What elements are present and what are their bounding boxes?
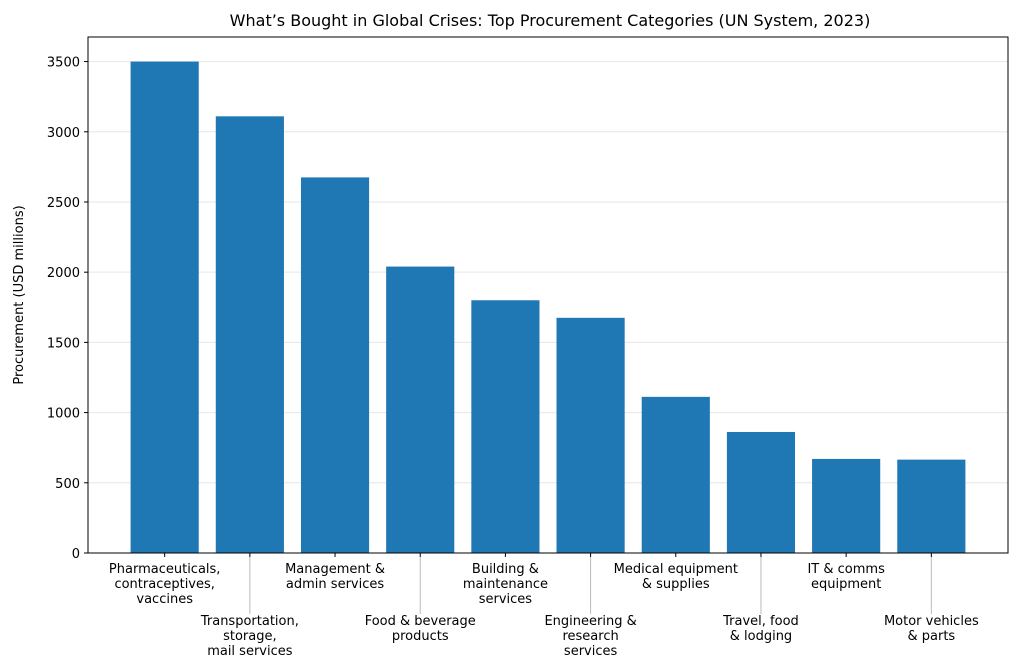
bar [130,61,199,553]
bar [726,431,796,553]
x-tick-label-line: Engineering & [544,614,636,629]
bar [471,300,540,553]
y-tick-label: 3500 [47,56,80,71]
bar [641,396,710,553]
bars [130,61,966,554]
bar [556,317,625,553]
bar [897,459,966,553]
x-tick-label: Management &admin services [285,562,385,592]
y-tick-label: 2500 [47,196,80,211]
x-tick-label: Travel, food& lodging [722,614,799,644]
x-tick-label-line: Motor vehicles [884,614,979,629]
bar [386,266,455,553]
x-tick-label-line: vaccines [136,592,193,607]
x-tick-label-line: mail services [207,644,293,659]
x-tick-label-line: Pharmaceuticals, [109,562,221,577]
bar [215,116,284,553]
plot-frame [87,36,1009,554]
y-tick-label: 500 [55,477,80,492]
y-tick-label: 1000 [47,407,80,422]
x-tick-label-line: & supplies [642,577,710,592]
x-tick-label-line: research [562,629,618,644]
x-tick-label: Medical equipment& supplies [614,562,738,592]
x-tick-label-line: Building & [472,562,539,577]
x-tick-label-line: equipment [811,577,881,592]
y-tick-label: 3000 [47,126,80,141]
x-tick-label-line: Travel, food [722,614,799,629]
x-tick-label: Motor vehicles& parts [884,614,979,644]
x-tick-label-line: admin services [286,577,384,592]
x-tick-label: Transportation,storage,mail services [200,614,299,659]
x-tick-label-line: products [392,629,449,644]
x-tick-label: Pharmaceuticals,contraceptives,vaccines [109,562,221,607]
x-tick-label-line: contraceptives, [114,577,214,592]
y-axis-ticks: 0 500 1000 1500 2000 2500 3000 3500 [47,56,88,562]
x-tick-label-line: & lodging [730,629,792,644]
y-tick-label: 1500 [47,336,80,351]
x-tick-label-line: Food & beverage [365,614,476,629]
y-axis-label: Procurement (USD millions) [12,205,27,384]
y-tick-label: 0 [72,547,80,562]
x-tick-label-line: IT & comms [807,562,885,577]
y-tick-label: 2000 [47,266,80,281]
x-tick-label-line: & parts [907,629,955,644]
x-tick-label-line: storage, [223,629,277,644]
x-tick-label-line: services [564,644,618,659]
x-tick-label-line: Management & [285,562,385,577]
x-tick-label-line: Medical equipment [614,562,738,577]
x-axis-ticks: Pharmaceuticals,contraceptives,vaccines T… [109,553,979,659]
x-tick-label-line: maintenance [463,577,548,592]
bar [300,177,370,554]
x-tick-label-line: Transportation, [200,614,299,629]
x-tick-label-line: services [479,592,533,607]
bar [812,458,881,553]
chart-title: What’s Bought in Global Crises: Top Proc… [230,11,871,30]
